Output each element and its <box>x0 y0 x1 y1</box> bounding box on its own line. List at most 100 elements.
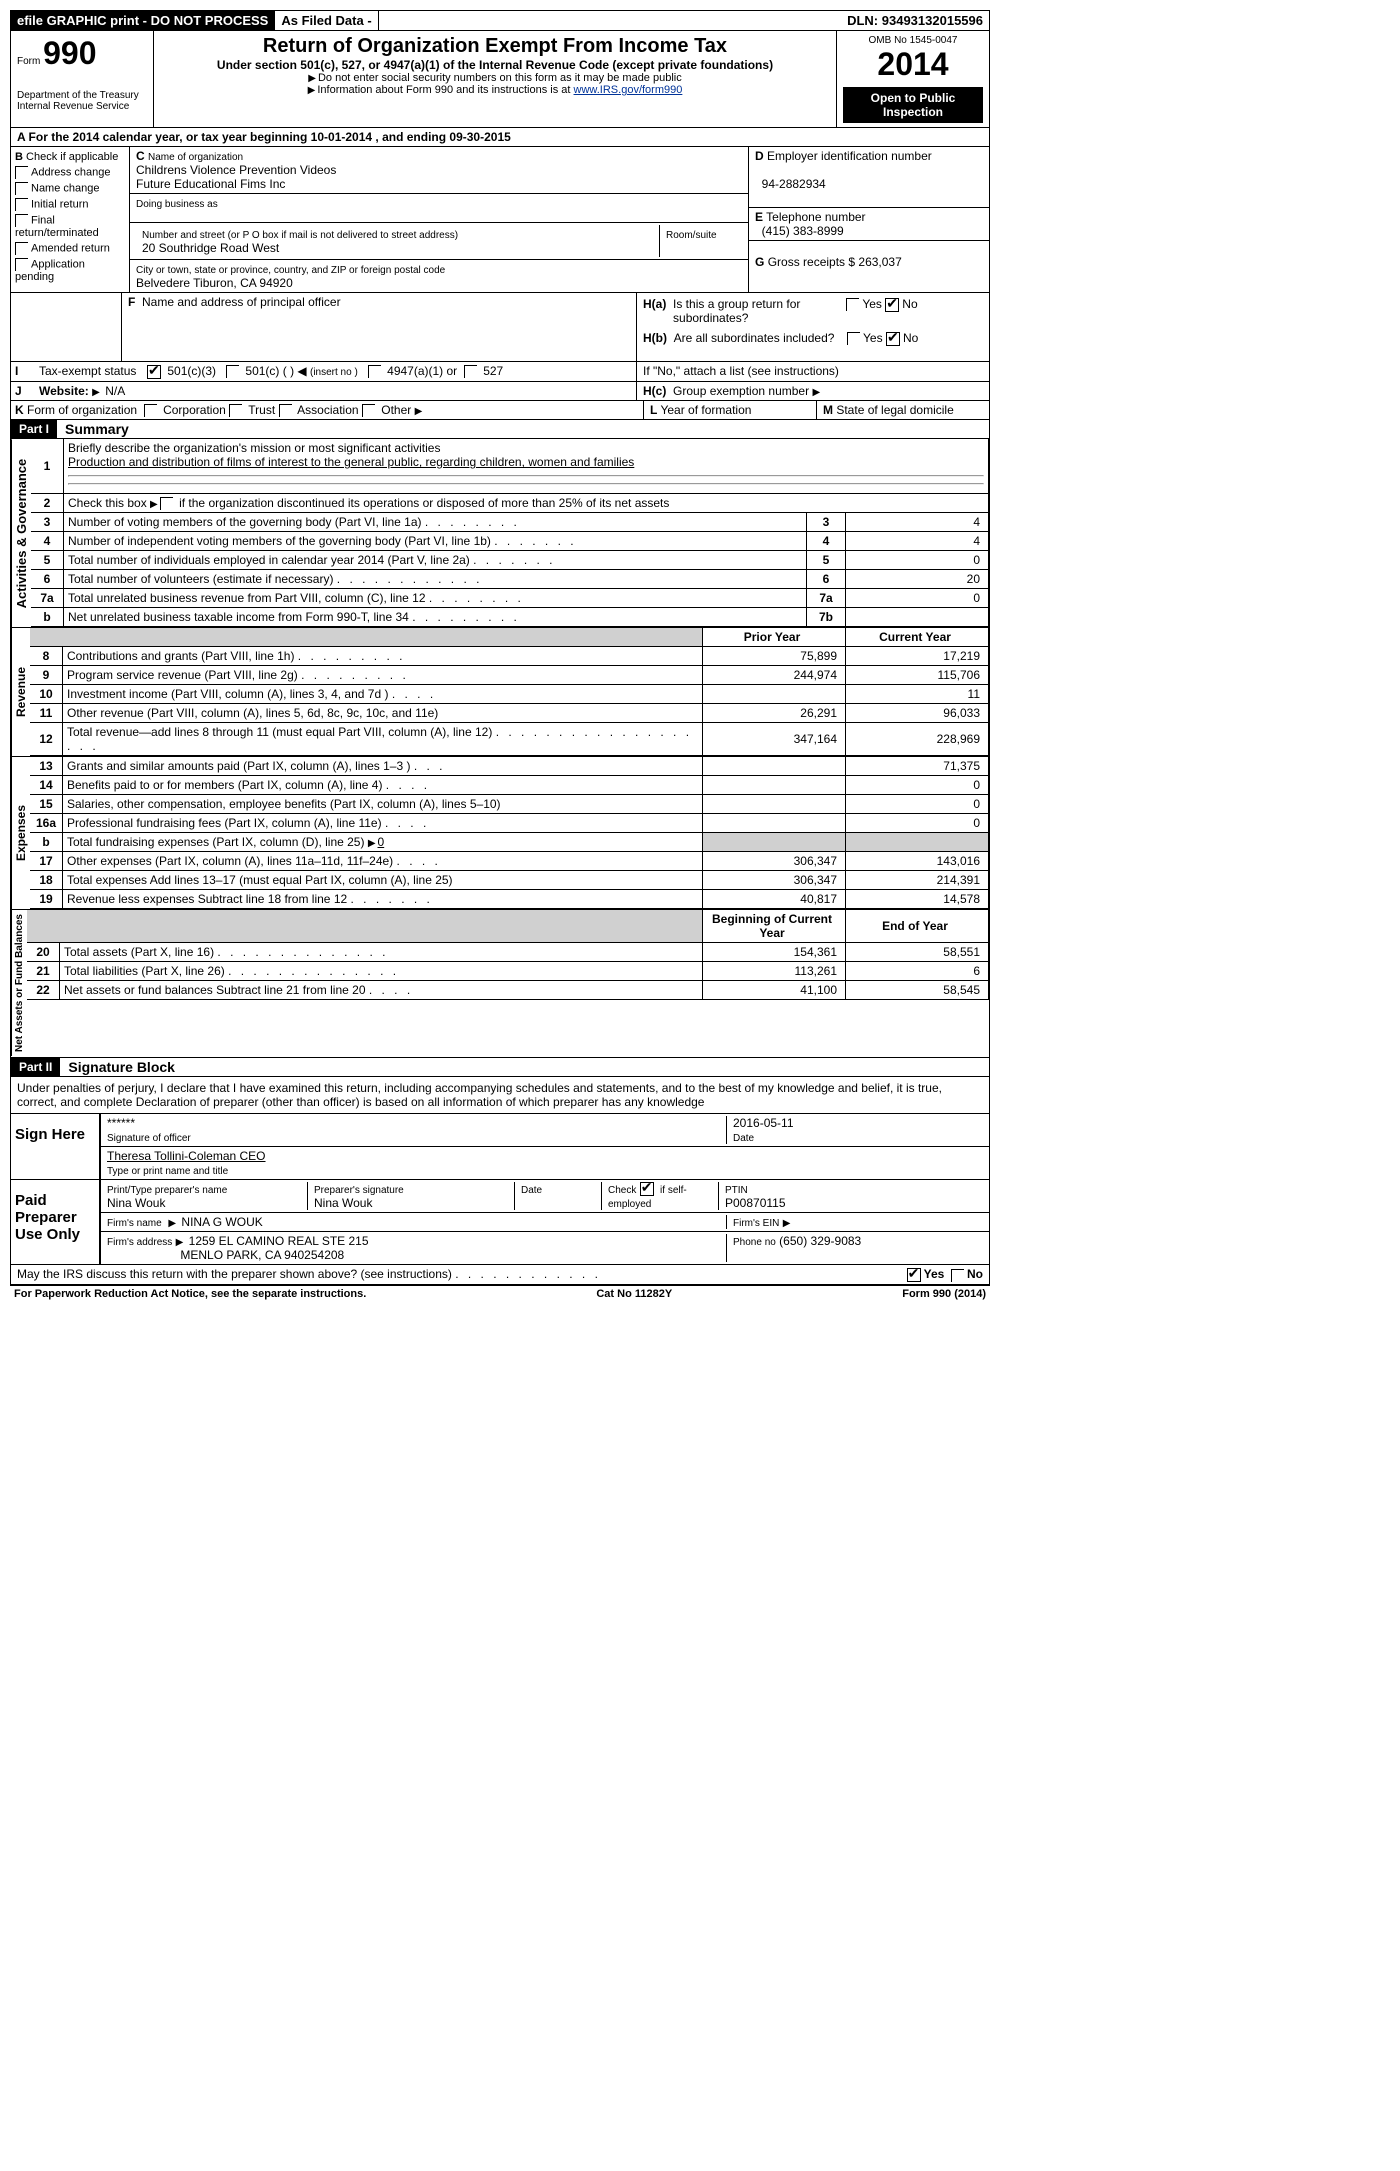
sign-here-block: Sign Here ****** Signature of officer 20… <box>10 1114 990 1180</box>
chk-pending[interactable]: Application pending <box>15 258 125 283</box>
ein: 94-2882934 <box>762 177 826 191</box>
tax-year: 2014 <box>843 46 983 83</box>
paid-preparer-label: Paid Preparer Use Only <box>11 1180 101 1265</box>
ein-cell: D Employer identification number 94-2882… <box>749 147 989 208</box>
org-name-cell: C Name of organization Childrens Violenc… <box>130 147 748 194</box>
cell-K: K Form of organization Corporation Trust… <box>11 401 644 419</box>
chk-501c3[interactable] <box>147 365 161 379</box>
ptin: P00870115 <box>725 1196 786 1210</box>
section-expenses: Expenses 13Grants and similar amounts pa… <box>10 757 990 910</box>
form-title: Return of Organization Exempt From Incom… <box>160 35 830 58</box>
efile-label: efile GRAPHIC print - DO NOT PROCESS <box>11 11 275 30</box>
chk-trust[interactable] <box>229 404 242 417</box>
cell-F: F Name and address of principal officer <box>122 293 637 361</box>
summary-table-1: 1 Briefly describe the organization's mi… <box>31 439 989 627</box>
v5: 0 <box>846 551 989 570</box>
discuss-no[interactable] <box>951 1269 964 1282</box>
form-number: 990 <box>43 35 96 71</box>
chk-address-change[interactable]: Address change <box>15 166 125 179</box>
Hb-yes[interactable] <box>847 332 860 345</box>
sign-here-label: Sign Here <box>11 1114 101 1179</box>
street-cell: Number and street (or P O box if mail is… <box>130 223 748 260</box>
line-A: A For the 2014 calendar year, or tax yea… <box>10 128 990 147</box>
year-block: OMB No 1545-0047 2014 Open to Public Ins… <box>837 31 989 127</box>
officer-name: Theresa Tollini-Coleman CEO <box>107 1149 266 1163</box>
Hb-note: If "No," attach a list (see instructions… <box>637 362 989 381</box>
omb: OMB No 1545-0047 <box>843 35 983 46</box>
phone-cell: E Telephone number (415) 383-8999 <box>749 208 989 241</box>
city: Belvedere Tiburon, CA 94920 <box>136 276 293 290</box>
sig-stars: ****** <box>107 1116 135 1130</box>
preparer-name: Nina Wouk <box>107 1196 165 1210</box>
firm-addr1: 1259 EL CAMINO REAL STE 215 <box>189 1234 369 1248</box>
gross-receipts: 263,037 <box>858 255 901 269</box>
org-name-1: Childrens Violence Prevention Videos <box>136 163 336 177</box>
title-block: Return of Organization Exempt From Incom… <box>154 31 837 127</box>
v3: 4 <box>846 513 989 532</box>
chk-501c[interactable] <box>226 365 239 378</box>
col-C: C Name of organization Childrens Violenc… <box>130 147 749 292</box>
firm-addr2: MENLO PARK, CA 940254208 <box>180 1248 344 1262</box>
chk-name-change[interactable]: Name change <box>15 182 125 195</box>
form-id-block: Form 990 Department of the Treasury Inte… <box>11 31 154 127</box>
col-DEG: D Employer identification number 94-2882… <box>749 147 989 292</box>
v6: 20 <box>846 570 989 589</box>
Ha-no[interactable] <box>885 298 899 312</box>
sig-date: 2016-05-11 <box>733 1116 794 1130</box>
cell-L: L Year of formation <box>644 401 817 419</box>
chk-discontinued[interactable] <box>160 497 173 510</box>
section-activities: Activities & Governance 1 Briefly descri… <box>10 439 990 628</box>
chk-final-return[interactable]: Final return/terminated <box>15 214 125 239</box>
chk-assoc[interactable] <box>279 404 292 417</box>
street: 20 Southridge Road West <box>142 241 279 255</box>
phone: (415) 383-8999 <box>762 224 844 238</box>
form-subtitle: Under section 501(c), 527, or 4947(a)(1)… <box>160 58 830 72</box>
chk-other[interactable] <box>362 404 375 417</box>
block-F-H: F Name and address of principal officer … <box>10 293 990 362</box>
footer-left: For Paperwork Reduction Act Notice, see … <box>14 1288 366 1300</box>
row-KLM: K Form of organization Corporation Trust… <box>10 401 990 420</box>
open-to-public: Open to Public Inspection <box>843 87 983 123</box>
Ha-yes[interactable] <box>846 298 859 311</box>
expenses-table: 13Grants and similar amounts paid (Part … <box>30 757 989 909</box>
website: N/A <box>105 384 125 398</box>
chk-self-employed[interactable] <box>640 1182 654 1196</box>
chk-corp[interactable] <box>144 404 157 417</box>
dln: DLN: 93493132015596 <box>841 11 989 30</box>
H-b: H(b) Are all subordinates included? Yes … <box>643 331 983 346</box>
Hb-no[interactable] <box>886 332 900 346</box>
chk-527[interactable] <box>464 365 477 378</box>
row-J: J Website: N/A H(c) Group exemption numb… <box>10 382 990 401</box>
v7a: 0 <box>846 589 989 608</box>
section-net-assets: Net Assets or Fund Balances Beginning of… <box>10 910 990 1057</box>
firm-phone: (650) 329-9083 <box>779 1234 861 1248</box>
irs-link[interactable]: www.IRS.gov/form990 <box>574 84 683 96</box>
note-ssn: Do not enter social security numbers on … <box>160 72 830 84</box>
H-a: H(a) Is this a group return for subordin… <box>643 297 983 325</box>
vlabel-netassets: Net Assets or Fund Balances <box>11 910 27 1056</box>
discuss-yes[interactable] <box>907 1268 921 1282</box>
block-B-to-G: B Check if applicable Address change Nam… <box>10 147 990 293</box>
dba-cell: Doing business as <box>130 194 748 223</box>
cell-H: H(a) Is this a group return for subordin… <box>637 293 989 361</box>
top-bar: efile GRAPHIC print - DO NOT PROCESS As … <box>10 10 990 31</box>
cell-M: M State of legal domicile <box>817 401 989 419</box>
v7b <box>846 608 989 627</box>
discuss-row: May the IRS discuss this return with the… <box>10 1265 990 1285</box>
note-info: Information about Form 990 and its instr… <box>160 84 830 96</box>
footer: For Paperwork Reduction Act Notice, see … <box>10 1285 990 1302</box>
asfiled-label: As Filed Data - <box>275 11 378 30</box>
footer-right: Form 990 (2014) <box>902 1288 986 1300</box>
chk-amended[interactable]: Amended return <box>15 242 125 255</box>
irs-label: Internal Revenue Service <box>17 101 147 112</box>
v4: 4 <box>846 532 989 551</box>
section-revenue: Revenue Prior YearCurrent Year 8Contribu… <box>10 628 990 757</box>
footer-mid: Cat No 11282Y <box>596 1288 672 1300</box>
part-1-header: Part I Summary <box>10 420 990 439</box>
chk-initial-return[interactable]: Initial return <box>15 198 125 211</box>
revenue-table: Prior YearCurrent Year 8Contributions an… <box>30 628 989 756</box>
perjury-text: Under penalties of perjury, I declare th… <box>10 1077 990 1114</box>
chk-4947[interactable] <box>368 365 381 378</box>
net-assets-table: Beginning of Current YearEnd of Year 20T… <box>27 910 989 1000</box>
dept-treasury: Department of the Treasury <box>17 90 147 101</box>
